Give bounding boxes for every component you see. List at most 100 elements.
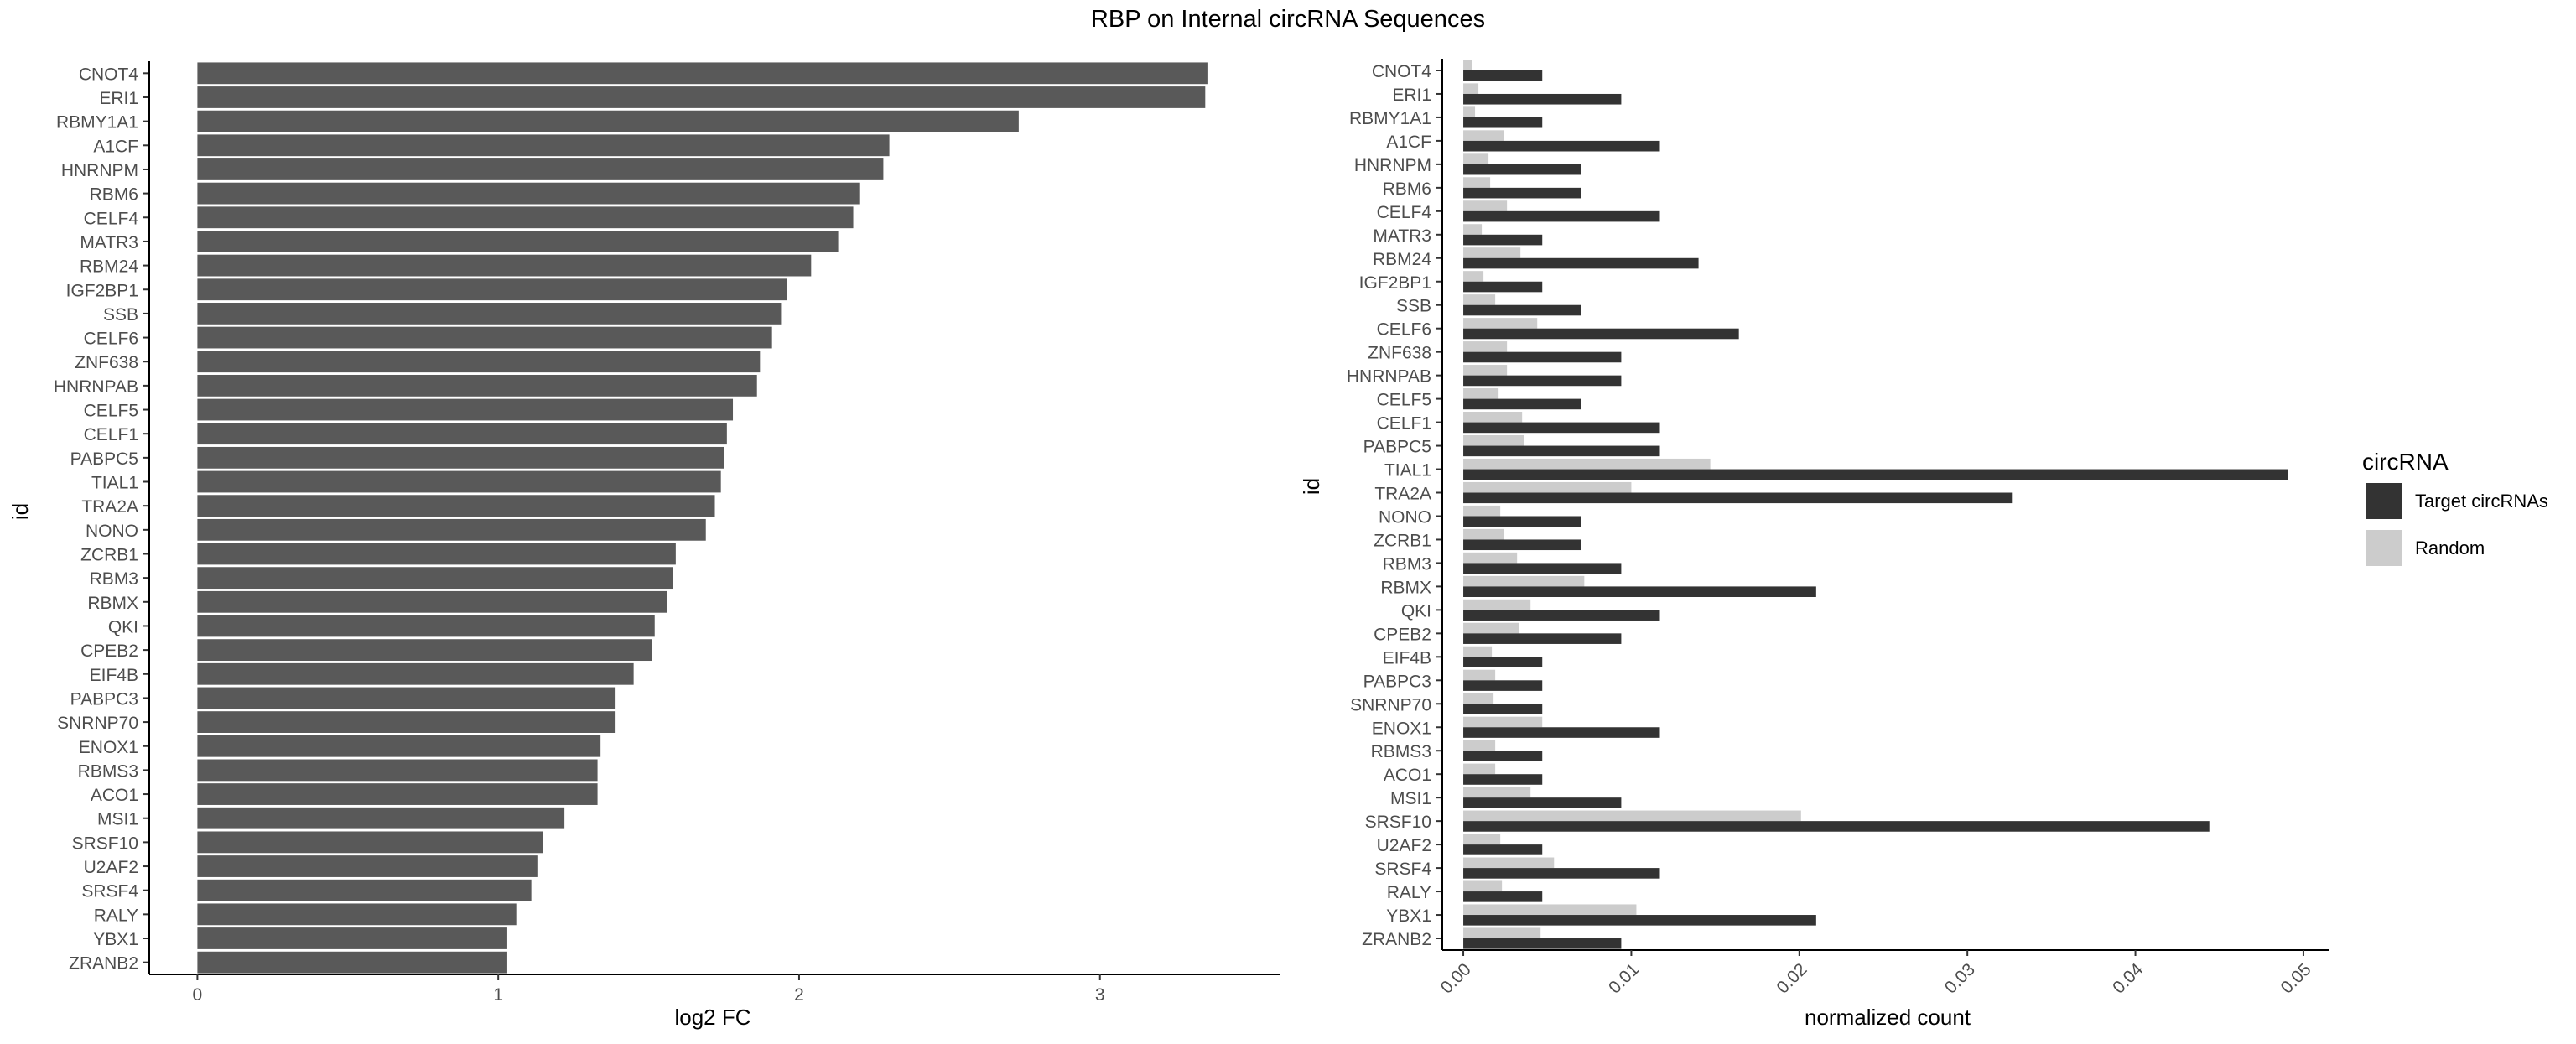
bar-target [1463,234,1543,246]
x-tick-label: 0.03 [1941,959,1979,997]
bar [197,182,860,205]
y-tick-label: ENOX1 [79,738,138,757]
bar [197,158,884,180]
y-tick-label: CPEB2 [80,641,138,661]
bar-random [1463,458,1711,470]
bar-random [1463,505,1501,517]
bar-random [1463,857,1555,869]
y-tick-label: QKI [108,617,138,636]
bar-random [1463,130,1504,141]
y-tick-label: HNRNPAB [1347,367,1431,387]
bar [197,543,676,565]
bar-random [1463,106,1476,117]
y-tick-label: MSI1 [97,810,138,829]
bar-random [1463,318,1538,329]
chart-title: RBP on Internal circRNA Sequences [1091,6,1485,33]
bar-random [1463,575,1585,587]
y-tick-label: CNOT4 [79,65,138,84]
bar-target [1463,375,1622,387]
y-tick-label: U2AF2 [84,858,138,877]
bar [197,495,715,517]
legend-label: Random [2415,538,2485,558]
y-tick-label: RBMY1A1 [1349,109,1431,128]
y-tick-label: SRSF4 [81,882,138,901]
bar [197,831,543,854]
y-tick-label: TIAL1 [91,474,138,493]
x-tick-label: 0.02 [1773,959,1810,997]
y-tick-label: HNRNPAB [54,377,138,397]
y-tick-label: RBM6 [1383,179,1431,199]
y-tick-label: CELF5 [84,402,138,421]
bar-random [1463,622,1519,634]
y-tick-label: CELF6 [1377,320,1431,340]
y-tick-label: ERI1 [99,89,138,108]
bar-target [1463,891,1543,902]
y-tick-label: SSB [1396,297,1431,316]
bar-target [1463,633,1622,644]
y-tick-label: RALY [94,906,138,925]
x-tick-label: 0.01 [1605,959,1643,997]
y-tick-label: SRSF10 [1365,813,1431,832]
y-tick-label: ACO1 [1384,766,1431,785]
bar-target [1463,586,1816,597]
bar-random [1463,834,1501,845]
bar-target [1463,844,1543,855]
y-tick-label: CELF4 [84,209,139,228]
bar [197,590,667,613]
bar [197,855,538,877]
right-y-axis-label: id [1299,478,1324,495]
bar [197,446,724,469]
x-tick-label: 1 [493,985,503,1005]
y-tick-label: ZCRB1 [80,545,138,564]
legend-swatch [2366,530,2402,566]
y-tick-label: ACO1 [91,786,138,805]
bar-target [1463,210,1660,222]
x-tick-label: 0.05 [2277,959,2314,997]
bar-target [1463,281,1543,293]
x-tick-label: 0 [193,985,203,1005]
bar [197,303,782,325]
left-y-axis-label: id [8,503,33,520]
bar-target [1463,328,1739,340]
bar-target [1463,751,1543,761]
y-tick-label: PABPC3 [70,689,138,709]
y-tick-label: TRA2A [81,497,138,517]
bar-target [1463,140,1660,152]
bar [197,374,757,397]
bar-random [1463,904,1637,916]
x-tick-label: 0.00 [1437,959,1475,997]
y-tick-label: SRSF4 [1374,860,1431,879]
y-tick-label: RBMY1A1 [56,113,138,132]
bar [197,662,634,685]
bar [197,951,507,974]
bar [197,206,854,229]
bar-random [1463,716,1543,728]
bar-target [1463,821,2210,832]
bar-target [1463,727,1660,738]
bar [197,326,772,349]
bar-target [1463,469,2288,480]
y-tick-label: CELF5 [1377,391,1431,410]
bar-target [1463,304,1581,316]
bar [197,518,706,541]
bar-target [1463,492,2013,504]
right-x-axis-label: normalized count [1805,1005,1971,1030]
bar-target [1463,398,1581,410]
bar-random [1463,787,1531,798]
y-tick-label: PABPC5 [70,449,138,469]
bar-target [1463,657,1543,667]
bar-random [1463,224,1483,235]
right-panel: id normalized count CNOT4 ERI1 RBMY1A1 A1CF… [1299,59,2329,1030]
bar-random [1463,247,1521,258]
y-tick-label: QKI [1401,601,1431,621]
bar [197,278,787,301]
y-tick-label: ZCRB1 [1374,531,1431,550]
y-tick-label: MATR3 [80,233,138,252]
bar [197,231,839,252]
bar-target [1463,117,1543,128]
bar-target [1463,539,1581,551]
y-tick-label: EIF4B [90,666,138,685]
bar [197,567,673,590]
y-tick-label: CNOT4 [1372,62,1431,81]
